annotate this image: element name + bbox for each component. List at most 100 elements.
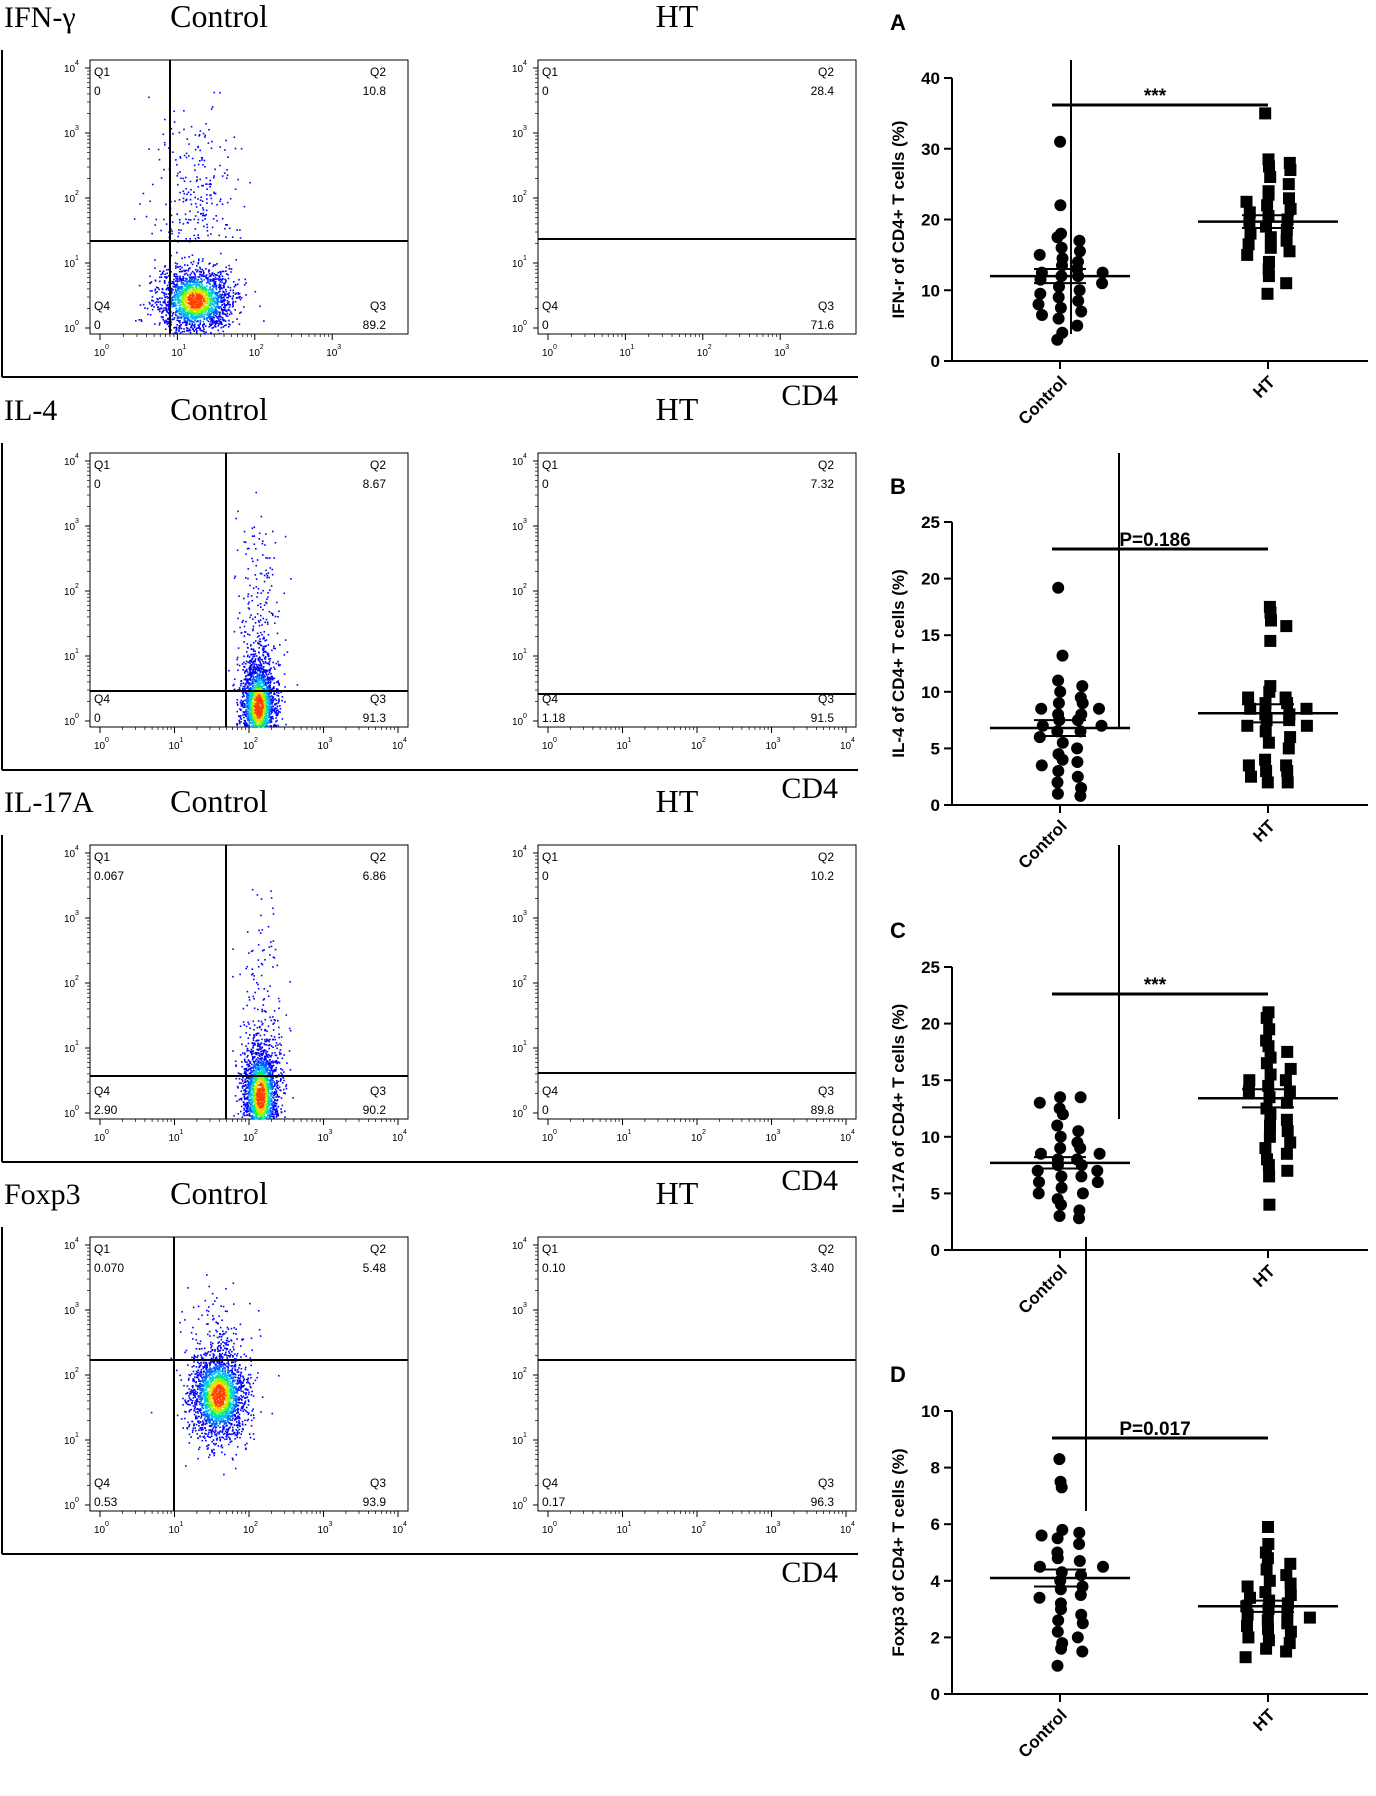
event-dot — [151, 299, 153, 302]
event-dot — [238, 719, 241, 722]
event-dot — [175, 291, 178, 294]
event-dot — [199, 327, 201, 330]
event-dot — [248, 697, 251, 699]
event-dot — [236, 1085, 239, 1088]
event-dot — [159, 276, 161, 279]
event-dot — [264, 695, 266, 697]
event-dot — [259, 682, 261, 685]
event-dot — [270, 677, 273, 680]
event-dot — [188, 218, 190, 221]
event-dot — [272, 661, 274, 664]
event-dot — [179, 304, 182, 306]
quadrant-name-q4: Q4 — [94, 299, 110, 313]
event-dot — [251, 535, 254, 537]
event-dot — [243, 661, 245, 664]
event-dot — [248, 660, 251, 663]
event-dot — [221, 270, 224, 273]
event-dot — [274, 1111, 277, 1114]
event-dot — [252, 1106, 254, 1108]
event-dot — [262, 679, 265, 681]
event-dot — [187, 299, 190, 301]
y-tick-base: 10 — [512, 64, 524, 75]
event-dot — [280, 1068, 282, 1070]
event-dot — [250, 1076, 252, 1079]
event-dot — [163, 281, 166, 283]
x-tick-base: 10 — [249, 348, 261, 359]
event-dot — [194, 303, 196, 306]
event-dot — [204, 136, 206, 138]
event-dot — [255, 682, 257, 685]
y-tick: 102 — [512, 583, 538, 598]
event-dot — [278, 710, 280, 713]
event-dot — [260, 716, 262, 719]
event-dot — [210, 289, 212, 292]
event-dot — [268, 660, 271, 662]
event-dot — [193, 308, 196, 310]
event-dot — [245, 675, 247, 677]
event-dot — [242, 701, 244, 703]
event-dot — [262, 683, 265, 685]
event-dot — [189, 332, 192, 334]
event-dot — [215, 305, 218, 308]
event-dot — [209, 310, 212, 312]
event-dot — [264, 682, 267, 685]
event-dot — [216, 302, 219, 305]
event-dot — [193, 280, 195, 283]
event-dot — [218, 284, 221, 287]
x-tick-exponent: 3 — [777, 737, 781, 744]
event-dot — [237, 178, 239, 181]
event-dot — [216, 294, 219, 297]
event-dot — [284, 535, 287, 538]
event-dot — [255, 578, 258, 580]
event-dot — [271, 697, 274, 699]
event-dot — [148, 301, 151, 304]
event-dot — [195, 283, 198, 285]
event-dot — [257, 684, 259, 687]
event-dot — [214, 283, 216, 286]
event-dot — [272, 530, 274, 533]
event-dot — [206, 294, 208, 297]
event-dot — [213, 321, 215, 324]
event-dot — [225, 273, 228, 275]
event-dot — [176, 164, 178, 166]
event-dot — [161, 291, 163, 294]
event-dot — [239, 626, 241, 629]
event-dot — [216, 299, 219, 301]
event-dot — [223, 294, 226, 297]
event-dot — [217, 310, 219, 313]
event-dot — [244, 1079, 247, 1081]
event-dot — [221, 303, 224, 306]
event-dot — [243, 695, 245, 698]
event-dot — [246, 706, 248, 708]
event-dot — [252, 701, 255, 704]
event-dot — [243, 306, 245, 308]
event-dot — [190, 308, 192, 311]
event-dot — [265, 618, 268, 621]
event-dot — [231, 298, 234, 300]
event-dot — [175, 307, 177, 310]
event-dot — [271, 703, 273, 705]
event-dot — [264, 711, 267, 713]
event-dot — [236, 283, 239, 286]
event-dot — [197, 211, 199, 213]
event-dot — [204, 289, 206, 291]
event-dot — [197, 284, 200, 287]
event-dot — [243, 711, 245, 713]
event-dot — [191, 304, 193, 307]
event-dot — [243, 625, 246, 628]
event-dot — [168, 325, 170, 328]
quadrant-value-q4: 0 — [542, 318, 549, 332]
event-dot — [230, 271, 232, 273]
flow-row-il-4: IL-4CD4ControlQ10Q28.67Q391.3Q4010010110… — [1, 391, 1120, 805]
event-dot — [189, 310, 191, 312]
event-dot — [256, 1053, 258, 1056]
event-dot — [178, 270, 181, 273]
event-dot — [226, 302, 229, 304]
event-dot — [219, 293, 221, 296]
event-dot — [190, 302, 192, 304]
event-dot — [185, 322, 187, 325]
event-dot — [191, 323, 194, 325]
event-dot — [228, 292, 230, 294]
event-dot — [254, 719, 256, 721]
event-dot — [198, 134, 201, 136]
